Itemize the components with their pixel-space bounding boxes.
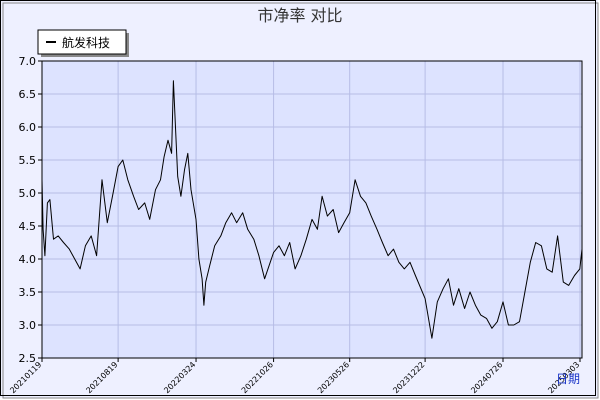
x-axis-label: 日期	[556, 372, 580, 386]
y-tick-label: 7.0	[19, 55, 37, 68]
y-tick-label: 3.0	[19, 319, 37, 332]
legend-label: 航发科技	[62, 35, 110, 50]
chart-title: 市净率 对比	[257, 6, 342, 25]
series-line-航发科技	[41, 80, 583, 339]
y-tick-label: 5.0	[19, 187, 37, 200]
y-tick-label: 4.5	[19, 220, 37, 233]
y-tick-label: 2.5	[19, 352, 37, 365]
plot-area	[42, 61, 582, 358]
plot-frame	[41, 60, 583, 359]
y-tick-label: 5.5	[19, 154, 37, 167]
y-tick-label: 6.0	[19, 121, 37, 134]
y-tick-label: 3.5	[19, 286, 37, 299]
legend: 航发科技	[37, 29, 129, 57]
y-tick-label: 4.0	[19, 253, 37, 266]
y-axis-ticks: 2.5 3.0 3.5 4.0 4.5 5.0 5.5 6.0 6.5 7.0	[19, 55, 42, 365]
grid-lines	[41, 60, 582, 359]
y-tick-label: 6.5	[19, 88, 37, 101]
